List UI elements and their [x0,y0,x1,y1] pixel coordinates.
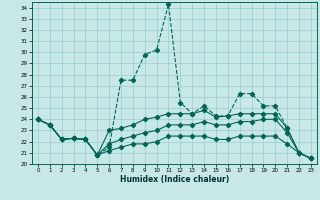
X-axis label: Humidex (Indice chaleur): Humidex (Indice chaleur) [120,175,229,184]
